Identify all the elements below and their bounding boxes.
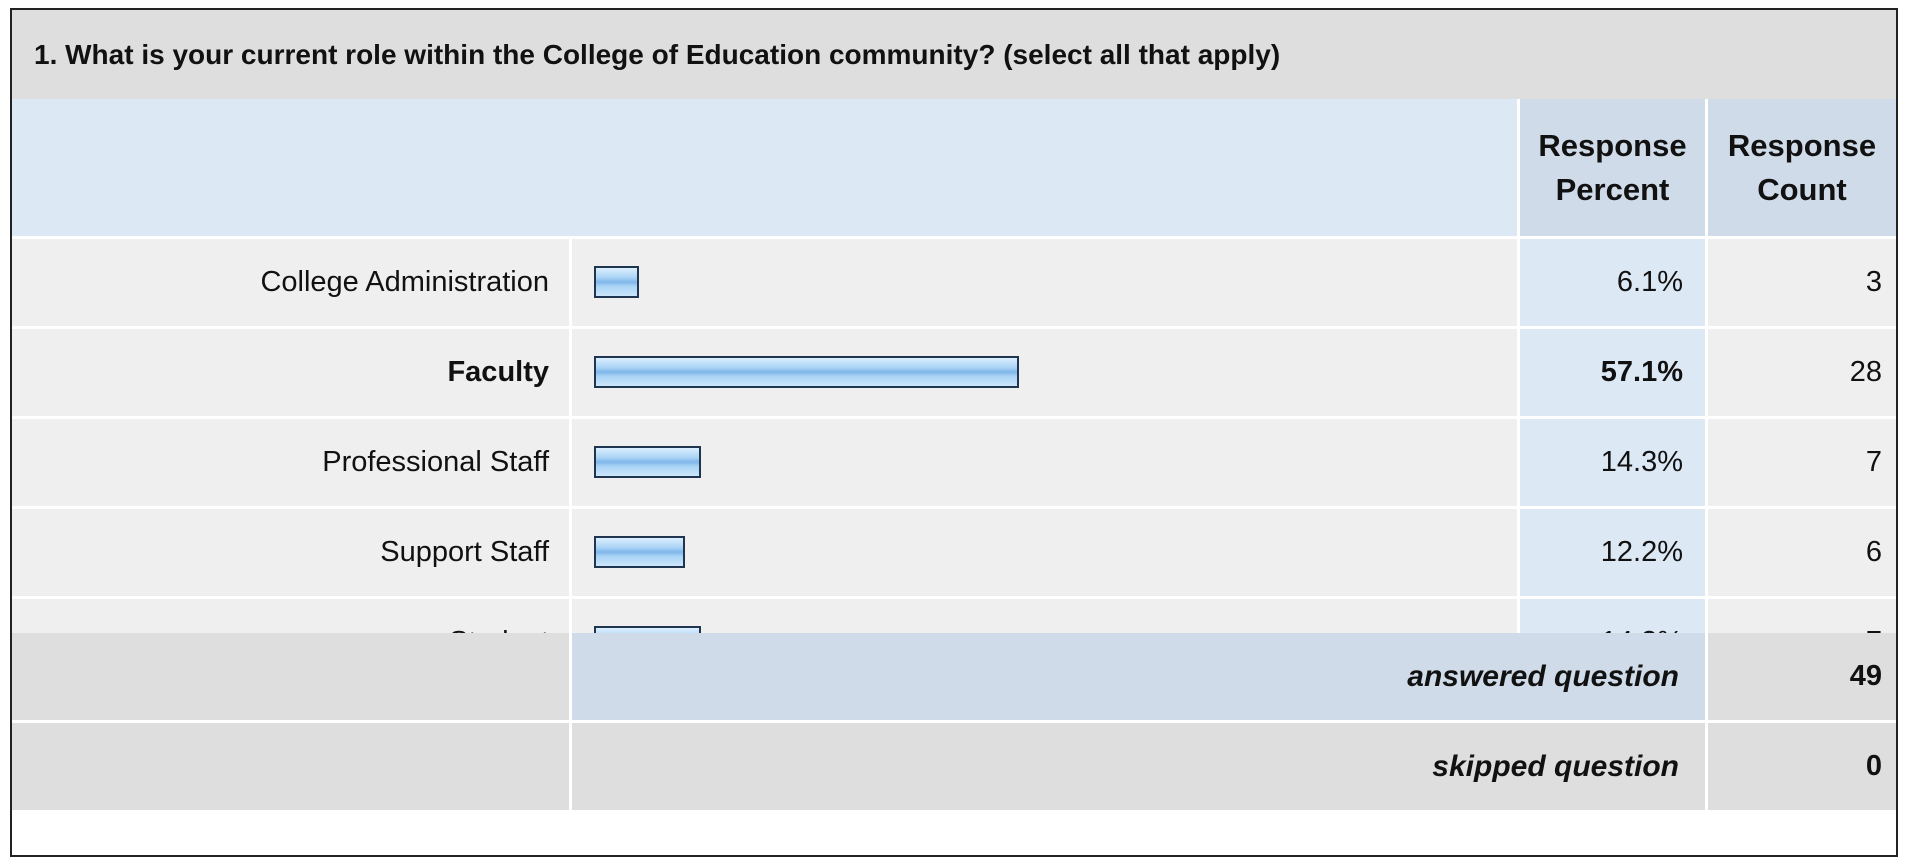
- bar-cell: [572, 509, 1517, 596]
- bar-cell: [572, 419, 1517, 506]
- header-response-percent: Response Percent: [1520, 99, 1705, 236]
- table-row: Faculty 57.1% 28: [12, 329, 1896, 416]
- answered-row: answered question 49: [12, 633, 1896, 720]
- response-bar: [594, 266, 639, 298]
- response-count: 3: [1708, 239, 1896, 326]
- question-title: 1. What is your current role within the …: [12, 10, 1896, 99]
- response-bar: [594, 446, 701, 478]
- table-row: Professional Staff 14.3% 7: [12, 419, 1896, 506]
- bar-cell: [572, 239, 1517, 326]
- answered-question-label: answered question: [572, 633, 1705, 720]
- answer-label: Faculty: [12, 329, 569, 416]
- header-response-count: Response Count: [1708, 99, 1896, 236]
- header-response-count-label: Response Count: [1727, 127, 1877, 207]
- response-percent: 6.1%: [1520, 239, 1705, 326]
- skipped-question-value: 0: [1708, 723, 1896, 810]
- skipped-question-label: skipped question: [572, 723, 1705, 810]
- skipped-row: skipped question 0: [12, 723, 1896, 810]
- response-bar: [594, 536, 685, 568]
- response-percent: 14.3%: [1520, 419, 1705, 506]
- survey-results-table: 1. What is your current role within the …: [10, 8, 1898, 857]
- response-count: 6: [1708, 509, 1896, 596]
- table-header: Response Percent Response Count: [12, 99, 1896, 236]
- header-response-percent-label: Response Percent: [1538, 127, 1687, 207]
- answer-label: Support Staff: [12, 509, 569, 596]
- bar-cell: [572, 329, 1517, 416]
- response-count: 28: [1708, 329, 1896, 416]
- answered-question-value: 49: [1708, 633, 1896, 720]
- response-count: 7: [1708, 419, 1896, 506]
- response-percent: 12.2%: [1520, 509, 1705, 596]
- answer-label: College Administration: [12, 239, 569, 326]
- response-percent: 57.1%: [1520, 329, 1705, 416]
- answer-label: Professional Staff: [12, 419, 569, 506]
- skipped-blank-cell: [12, 723, 569, 810]
- table-row: Support Staff 12.2% 6: [12, 509, 1896, 596]
- table-row: College Administration 6.1% 3: [12, 239, 1896, 326]
- header-blank-cell: [12, 99, 1517, 236]
- response-bar: [594, 356, 1019, 388]
- answered-blank-cell: [12, 633, 569, 720]
